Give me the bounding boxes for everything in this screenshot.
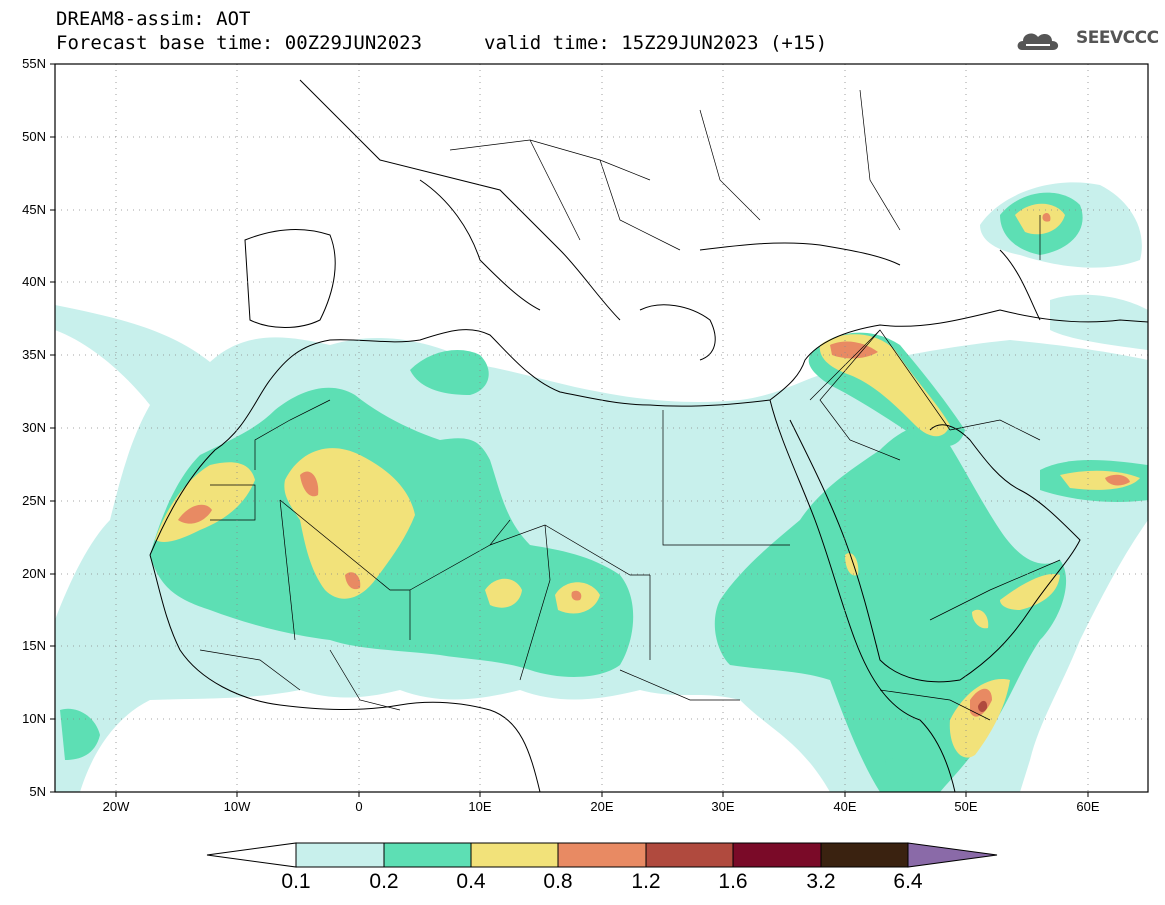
colorbar-label: 0.2 <box>369 870 399 893</box>
lat-tick: 10N <box>22 711 46 726</box>
colorbar-bin-1 <box>295 842 385 868</box>
lat-tick: 15N <box>22 638 46 653</box>
colorbar-bin-2 <box>383 842 472 868</box>
cloud-logo-icon <box>1017 33 1059 50</box>
colorbar-bin-3 <box>470 842 559 868</box>
map-frame <box>54 63 1149 793</box>
lat-tick: 25N <box>22 493 46 508</box>
lon-tick: 20E <box>590 799 614 814</box>
colorbar-over <box>907 842 998 868</box>
lon-tick: 20W <box>102 799 130 814</box>
lat-tick: 50N <box>22 129 46 144</box>
seevccc-logo-text: SEEVCCC <box>1076 28 1159 48</box>
lon-tick: 30E <box>711 799 735 814</box>
lat-tick: 55N <box>22 56 46 71</box>
colorbar-bin-5 <box>645 842 734 868</box>
coastlines <box>149 79 1148 792</box>
colorbar-label: 1.2 <box>631 870 661 893</box>
lat-tick: 5N <box>29 784 46 799</box>
lon-tick: 10E <box>468 799 492 814</box>
colorbar-bin-6 <box>732 842 822 868</box>
colorbar-label: 0.8 <box>543 870 573 893</box>
map-title: DREAM8-assim: AOT <box>56 8 251 30</box>
colorbar-label: 1.6 <box>718 870 748 893</box>
lon-tick: 40E <box>833 799 857 814</box>
lat-tick: 20N <box>22 566 46 581</box>
lat-tick: 45N <box>22 202 46 217</box>
colorbar-label: 3.2 <box>806 870 836 893</box>
lat-tick: 30N <box>22 420 46 435</box>
colorbar-under <box>206 842 297 868</box>
lat-tick: 40N <box>22 274 46 289</box>
colorbar-label: 6.4 <box>893 870 923 893</box>
colorbar <box>206 842 998 868</box>
axis-ticks <box>50 63 1089 797</box>
aot-field <box>55 182 1148 792</box>
colorbar-label: 0.1 <box>281 870 311 893</box>
valid-time: valid time: 15Z29JUN2023 (+15) <box>484 32 828 54</box>
colorbar-label: 0.4 <box>456 870 486 893</box>
aot-level-1.2 <box>978 700 988 712</box>
lon-tick: 0 <box>355 799 363 814</box>
lat-tick: 35N <box>22 347 46 362</box>
lon-tick: 50E <box>954 799 978 814</box>
colorbar-bin-4 <box>557 842 647 868</box>
lon-tick: 10W <box>223 799 251 814</box>
colorbar-bin-7 <box>820 842 909 868</box>
graticule <box>55 64 1148 792</box>
aot-level-0.8 <box>178 212 1130 717</box>
lon-tick: 60E <box>1076 799 1100 814</box>
forecast-base-time: Forecast base time: 00Z29JUN2023 <box>56 32 423 54</box>
